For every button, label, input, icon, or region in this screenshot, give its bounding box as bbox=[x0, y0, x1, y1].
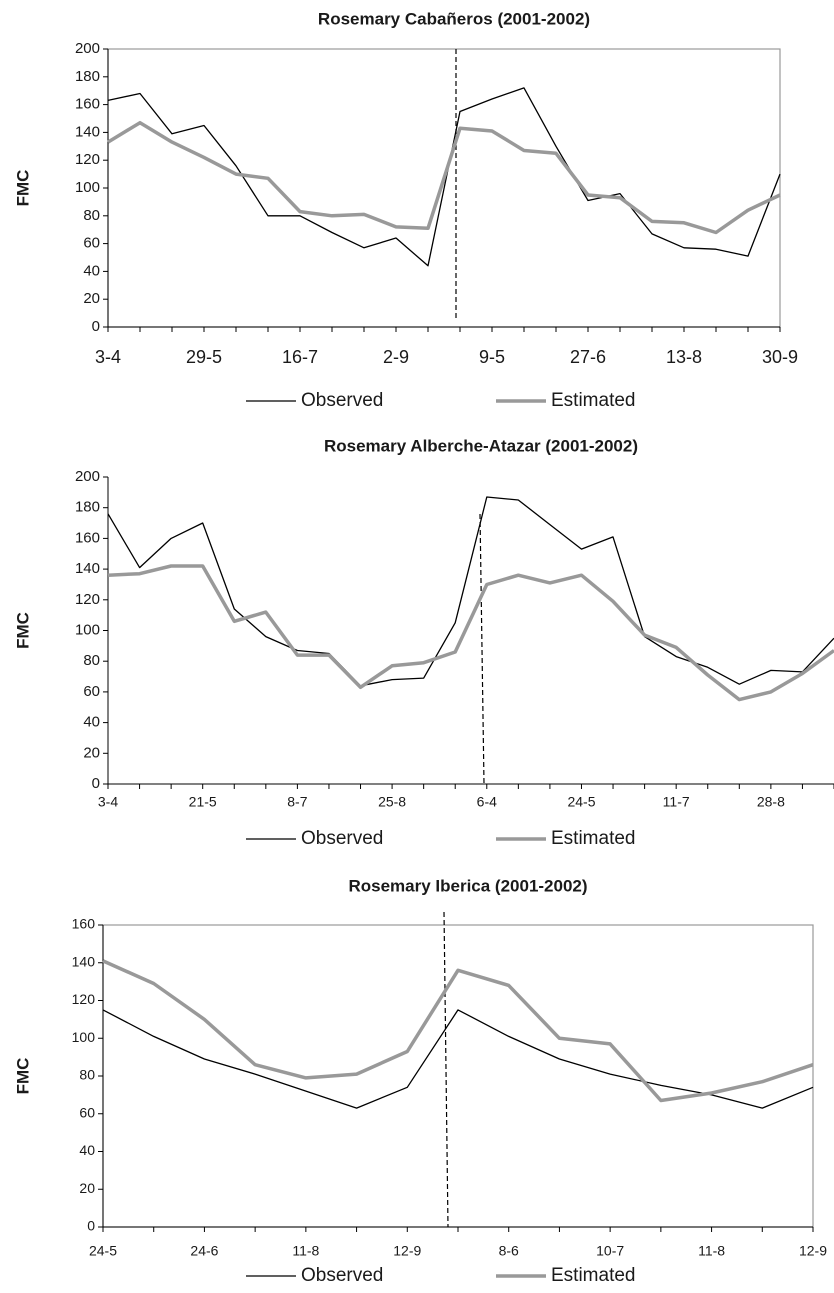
series-line bbox=[107, 87, 781, 267]
x-tick-label: 8-6 bbox=[499, 1243, 519, 1259]
x-tick-label: 3-4 bbox=[98, 794, 118, 810]
divider bbox=[479, 513, 485, 785]
y-tick-label: 60 bbox=[79, 1104, 95, 1120]
chart-title: Rosemary Cabañeros (2001-2002) bbox=[318, 9, 590, 28]
x-tick-label: 27-6 bbox=[570, 347, 606, 367]
x-tick-label: 2-9 bbox=[383, 347, 409, 367]
x-tick-label: 11-7 bbox=[663, 794, 690, 810]
series-line bbox=[102, 959, 814, 1103]
y-tick-label: 80 bbox=[79, 1067, 95, 1083]
y-tick-label: 100 bbox=[72, 1029, 96, 1045]
y-tick-label: 160 bbox=[72, 916, 96, 932]
x-tick-label: 9-5 bbox=[479, 347, 505, 367]
x-tick-label: 16-7 bbox=[282, 347, 318, 367]
y-tick-label: 20 bbox=[83, 290, 100, 307]
legend-label: Observed bbox=[301, 390, 383, 411]
x-tick-label: 24-5 bbox=[89, 1243, 117, 1259]
x-tick-label: 6-4 bbox=[477, 794, 497, 810]
y-tick-label: 120 bbox=[75, 591, 100, 608]
y-tick-label: 120 bbox=[75, 151, 100, 168]
legend-label: Observed bbox=[301, 1265, 383, 1286]
y-tick-label: 40 bbox=[83, 262, 100, 279]
y-tick-label: 200 bbox=[75, 40, 100, 57]
x-tick-label: 13-8 bbox=[666, 347, 702, 367]
y-tick-label: 160 bbox=[75, 96, 100, 113]
y-tick-label: 180 bbox=[75, 499, 100, 516]
y-tick-label: 140 bbox=[72, 953, 96, 969]
y-tick-label: 140 bbox=[75, 560, 100, 577]
x-tick-label: 12-9 bbox=[799, 1243, 827, 1259]
y-tick-label: 0 bbox=[87, 1218, 95, 1234]
y-tick-label: 180 bbox=[75, 68, 100, 85]
chart-title: Rosemary Alberche-Atazar (2001-2002) bbox=[324, 436, 638, 455]
x-tick-label: 29-5 bbox=[186, 347, 222, 367]
x-tick-label: 11-8 bbox=[292, 1243, 319, 1259]
series-line bbox=[102, 1009, 814, 1109]
y-tick-label: 100 bbox=[75, 621, 100, 638]
y-tick-label: 20 bbox=[83, 744, 100, 761]
y-tick-label: 100 bbox=[75, 179, 100, 196]
x-tick-label: 24-6 bbox=[190, 1243, 218, 1259]
x-tick-label: 28-8 bbox=[757, 794, 785, 810]
x-tick-label: 12-9 bbox=[393, 1243, 421, 1259]
legend-label: Observed bbox=[301, 828, 383, 849]
series-line bbox=[107, 496, 834, 687]
divider bbox=[443, 911, 449, 1228]
y-axis-label: FMC bbox=[13, 170, 32, 207]
x-tick-label: 11-8 bbox=[698, 1243, 725, 1259]
y-axis-label: FMC bbox=[13, 612, 32, 649]
y-tick-label: 140 bbox=[75, 123, 100, 140]
y-tick-label: 0 bbox=[92, 775, 100, 792]
x-tick-label: 21-5 bbox=[189, 794, 217, 810]
y-tick-label: 60 bbox=[83, 683, 100, 700]
legend-label: Estimated bbox=[551, 1265, 635, 1286]
y-tick-label: 40 bbox=[83, 714, 100, 731]
x-tick-label: 10-7 bbox=[596, 1243, 624, 1259]
legend-label: Estimated bbox=[551, 390, 635, 411]
x-tick-label: 3-4 bbox=[95, 347, 121, 367]
series-line bbox=[107, 120, 781, 235]
y-tick-label: 20 bbox=[79, 1180, 95, 1196]
y-tick-label: 80 bbox=[83, 652, 100, 669]
y-tick-label: 160 bbox=[75, 529, 100, 546]
y-tick-label: 80 bbox=[83, 207, 100, 224]
x-tick-label: 30-9 bbox=[762, 347, 798, 367]
legend-label: Estimated bbox=[551, 828, 635, 849]
x-tick-label: 24-5 bbox=[567, 794, 595, 810]
y-tick-label: 200 bbox=[75, 468, 100, 485]
y-tick-label: 120 bbox=[72, 991, 96, 1007]
y-tick-label: 40 bbox=[79, 1142, 95, 1158]
x-tick-label: 25-8 bbox=[378, 794, 406, 810]
series-line bbox=[107, 564, 834, 702]
y-axis-label: FMC bbox=[13, 1058, 32, 1095]
y-tick-label: 0 bbox=[92, 318, 100, 335]
x-tick-label: 8-7 bbox=[287, 794, 307, 810]
chart-title: Rosemary Iberica (2001-2002) bbox=[348, 876, 587, 895]
y-tick-label: 60 bbox=[83, 235, 100, 252]
